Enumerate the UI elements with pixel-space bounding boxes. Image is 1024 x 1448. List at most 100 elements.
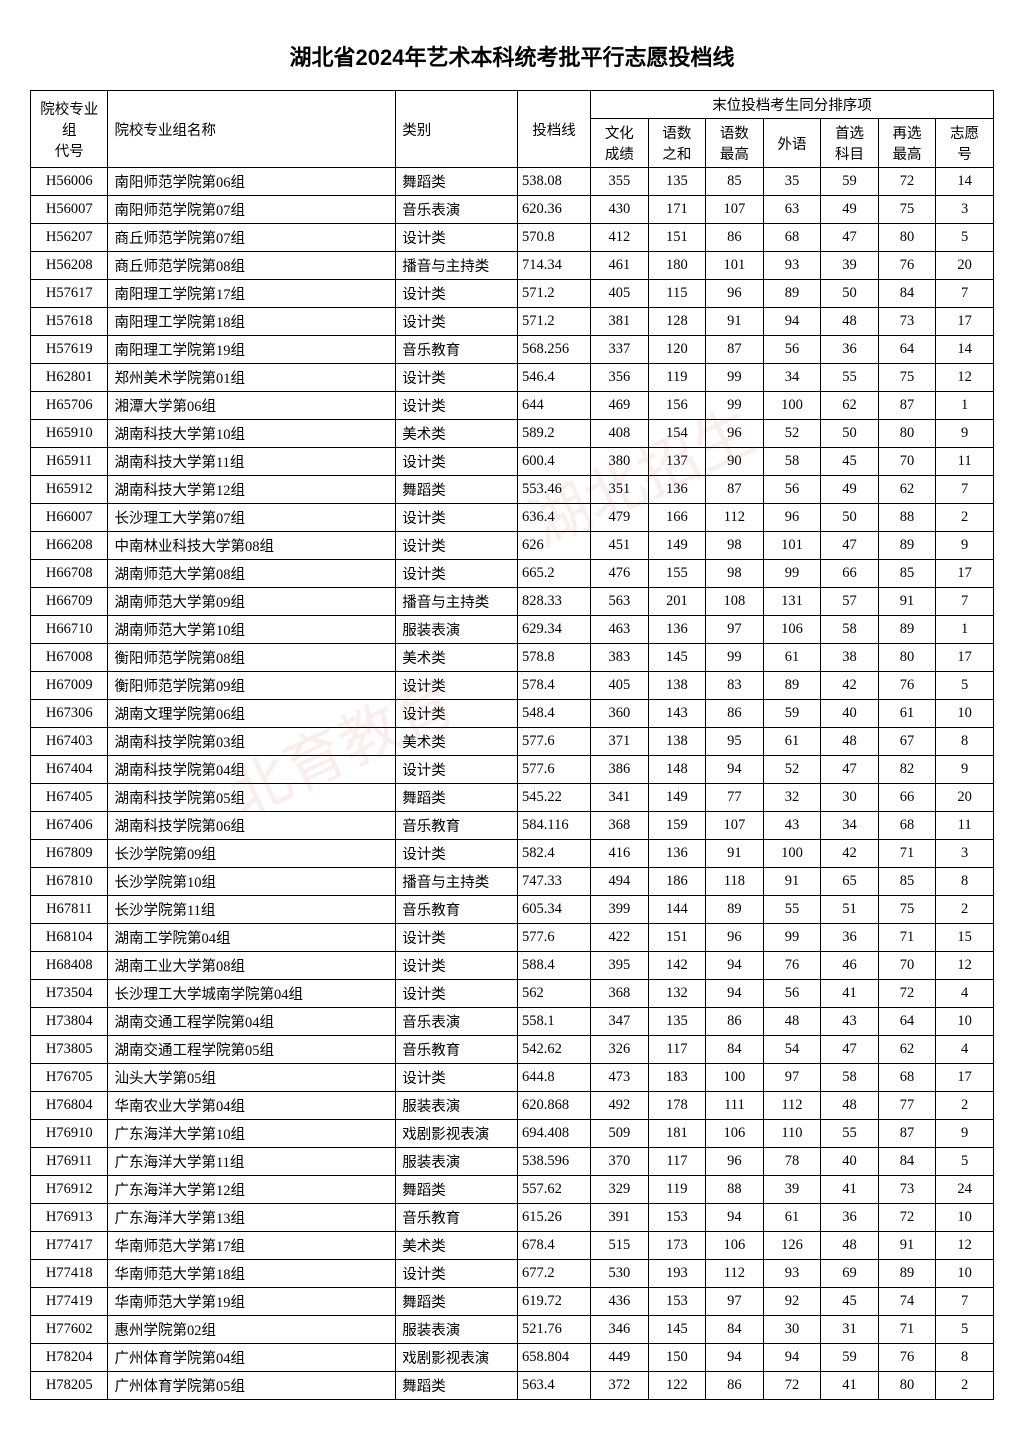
table-cell: 长沙学院第10组: [108, 868, 396, 896]
table-cell: 90: [706, 448, 764, 476]
table-cell: 15: [936, 924, 994, 952]
table-cell: 391: [591, 1204, 649, 1232]
table-row: H76705汕头大学第05组设计类644.847318310097586817: [31, 1064, 994, 1092]
table-cell: 48: [763, 1008, 821, 1036]
table-cell: 长沙学院第09组: [108, 840, 396, 868]
table-cell: 11: [936, 812, 994, 840]
table-cell: 湖南交通工程学院第05组: [108, 1036, 396, 1064]
table-cell: 南阳师范学院第06组: [108, 168, 396, 196]
table-cell: 626: [518, 532, 591, 560]
table-cell: 湖南科技学院第04组: [108, 756, 396, 784]
table-cell: H76705: [31, 1064, 108, 1092]
table-cell: 38: [821, 644, 879, 672]
table-cell: 96: [706, 280, 764, 308]
table-cell: 41: [821, 980, 879, 1008]
table-cell: 广州体育学院第04组: [108, 1344, 396, 1372]
table-row: H56006南阳师范学院第06组舞蹈类538.08355135853559721…: [31, 168, 994, 196]
table-cell: H57619: [31, 336, 108, 364]
table-cell: 186: [648, 868, 706, 896]
table-cell: 湖南师范大学第10组: [108, 616, 396, 644]
table-cell: 7: [936, 280, 994, 308]
table-row: H67810长沙学院第10组播音与主持类747.3349418611891658…: [31, 868, 994, 896]
table-cell: 设计类: [396, 504, 518, 532]
table-cell: 47: [821, 532, 879, 560]
table-cell: 设计类: [396, 700, 518, 728]
table-cell: 95: [706, 728, 764, 756]
table-cell: 131: [763, 588, 821, 616]
table-cell: 47: [821, 224, 879, 252]
table-cell: 126: [763, 1232, 821, 1260]
table-cell: 77: [706, 784, 764, 812]
table-cell: 99: [706, 364, 764, 392]
table-cell: 36: [821, 336, 879, 364]
table-cell: 68: [763, 224, 821, 252]
table-cell: 85: [878, 560, 936, 588]
table-cell: 371: [591, 728, 649, 756]
table-cell: 136: [648, 476, 706, 504]
header-sub-5: 再选最高: [878, 119, 936, 168]
table-cell: 66: [821, 560, 879, 588]
table-cell: 96: [706, 924, 764, 952]
table-row: H76804华南农业大学第04组服装表演620.8684921781111124…: [31, 1092, 994, 1120]
table-cell: 372: [591, 1372, 649, 1400]
table-cell: 68: [878, 1064, 936, 1092]
table-cell: 515: [591, 1232, 649, 1260]
table-cell: 144: [648, 896, 706, 924]
table-cell: H68104: [31, 924, 108, 952]
table-cell: 84: [878, 280, 936, 308]
table-cell: 音乐教育: [396, 1036, 518, 1064]
table-cell: 62: [821, 392, 879, 420]
table-cell: 59: [763, 700, 821, 728]
table-cell: 14: [936, 336, 994, 364]
table-cell: 49: [821, 196, 879, 224]
table-cell: H67009: [31, 672, 108, 700]
table-row: H77419华南师范大学第19组舞蹈类619.72436153979245747: [31, 1288, 994, 1316]
table-cell: H66710: [31, 616, 108, 644]
table-cell: 584.116: [518, 812, 591, 840]
table-row: H66007长沙理工大学第07组设计类636.44791661129650882: [31, 504, 994, 532]
table-cell: 110: [763, 1120, 821, 1148]
table-cell: 94: [706, 1344, 764, 1372]
table-row: H73805湖南交通工程学院第05组音乐教育542.62326117845447…: [31, 1036, 994, 1064]
table-cell: 430: [591, 196, 649, 224]
table-cell: 370: [591, 1148, 649, 1176]
table-cell: 59: [821, 1344, 879, 1372]
table-cell: 80: [878, 1372, 936, 1400]
table-cell: 89: [763, 672, 821, 700]
table-cell: 47: [821, 756, 879, 784]
table-cell: H73805: [31, 1036, 108, 1064]
table-cell: 145: [648, 1316, 706, 1344]
table-cell: 43: [763, 812, 821, 840]
table-cell: 设计类: [396, 392, 518, 420]
table-cell: 湖南师范大学第09组: [108, 588, 396, 616]
table-cell: 178: [648, 1092, 706, 1120]
table-cell: 69: [821, 1260, 879, 1288]
table-cell: H66709: [31, 588, 108, 616]
table-cell: 548.4: [518, 700, 591, 728]
table-cell: 356: [591, 364, 649, 392]
table-cell: 57: [821, 588, 879, 616]
table-cell: 92: [763, 1288, 821, 1316]
header-category: 类别: [396, 91, 518, 168]
table-cell: 77: [878, 1092, 936, 1120]
table-cell: 61: [763, 728, 821, 756]
table-cell: 1: [936, 616, 994, 644]
table-cell: 463: [591, 616, 649, 644]
table-cell: 545.22: [518, 784, 591, 812]
table-cell: 34: [763, 364, 821, 392]
table-cell: 12: [936, 1232, 994, 1260]
table-cell: 89: [878, 1260, 936, 1288]
table-cell: 509: [591, 1120, 649, 1148]
table-cell: H67811: [31, 896, 108, 924]
table-cell: 9: [936, 1120, 994, 1148]
table-cell: 7: [936, 476, 994, 504]
table-cell: H73504: [31, 980, 108, 1008]
table-cell: 72: [763, 1372, 821, 1400]
table-cell: 美术类: [396, 1232, 518, 1260]
table-cell: 17: [936, 560, 994, 588]
table-cell: 86: [706, 224, 764, 252]
table-cell: 84: [706, 1316, 764, 1344]
table-cell: 629.34: [518, 616, 591, 644]
table-cell: 138: [648, 672, 706, 700]
table-row: H67811长沙学院第11组音乐教育605.34399144895551752: [31, 896, 994, 924]
